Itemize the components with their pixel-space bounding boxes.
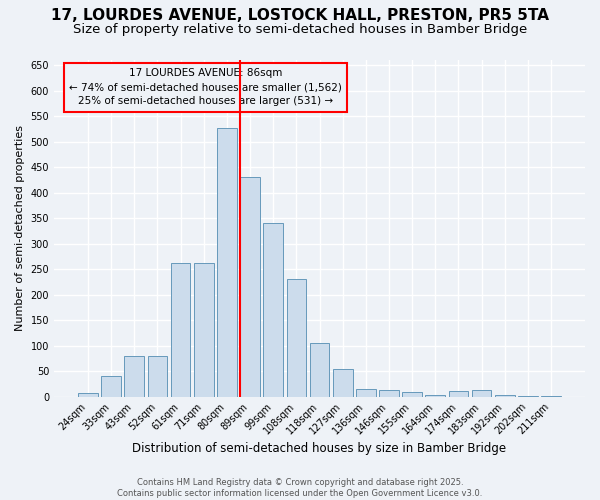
Bar	[402, 392, 422, 396]
Bar	[78, 393, 98, 396]
Bar	[472, 390, 491, 396]
Bar	[171, 263, 190, 396]
Bar	[356, 388, 376, 396]
Bar	[263, 223, 283, 396]
Bar	[101, 376, 121, 396]
Bar	[379, 390, 399, 396]
Bar	[148, 356, 167, 397]
Y-axis label: Number of semi-detached properties: Number of semi-detached properties	[15, 126, 25, 332]
Bar	[333, 368, 353, 396]
Bar	[449, 391, 468, 396]
X-axis label: Distribution of semi-detached houses by size in Bamber Bridge: Distribution of semi-detached houses by …	[133, 442, 506, 455]
Bar	[495, 394, 515, 396]
Bar	[124, 356, 144, 397]
Bar	[240, 178, 260, 396]
Text: 17, LOURDES AVENUE, LOSTOCK HALL, PRESTON, PR5 5TA: 17, LOURDES AVENUE, LOSTOCK HALL, PRESTO…	[51, 8, 549, 22]
Bar	[310, 343, 329, 396]
Bar	[287, 280, 306, 396]
Bar	[194, 263, 214, 396]
Text: 17 LOURDES AVENUE: 86sqm
← 74% of semi-detached houses are smaller (1,562)
25% o: 17 LOURDES AVENUE: 86sqm ← 74% of semi-d…	[69, 68, 342, 106]
Bar	[217, 128, 237, 396]
Text: Size of property relative to semi-detached houses in Bamber Bridge: Size of property relative to semi-detach…	[73, 22, 527, 36]
Bar	[425, 394, 445, 396]
Text: Contains HM Land Registry data © Crown copyright and database right 2025.
Contai: Contains HM Land Registry data © Crown c…	[118, 478, 482, 498]
